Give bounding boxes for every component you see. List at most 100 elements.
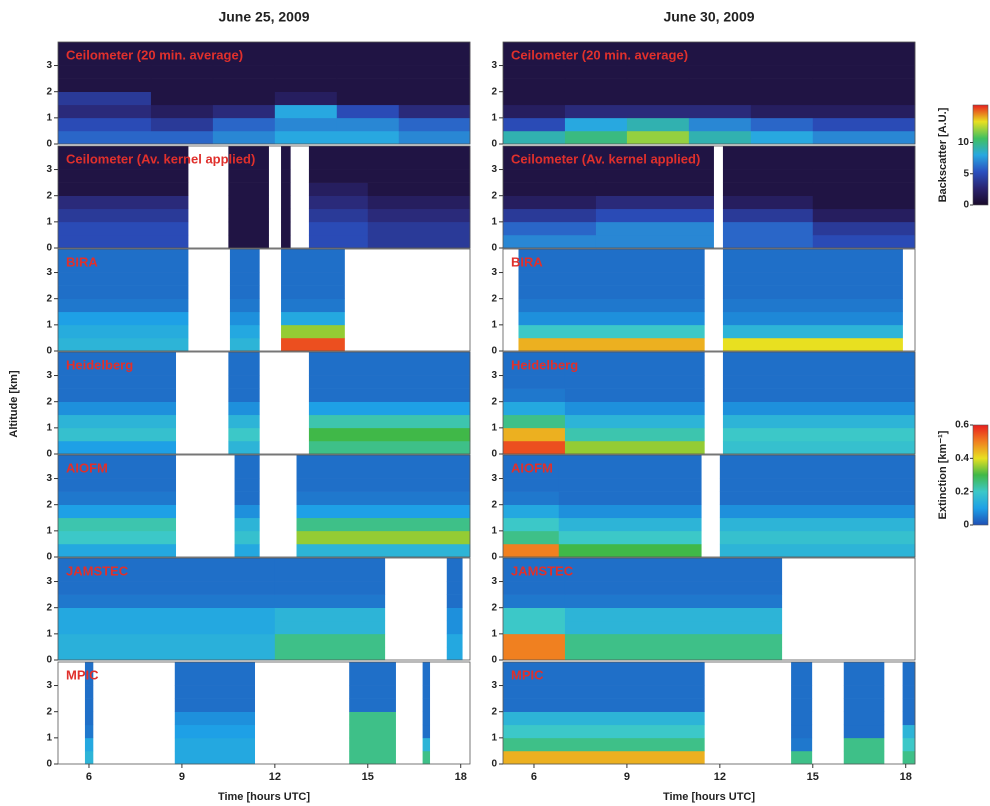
heatmap-cell — [595, 182, 714, 196]
heatmap-cell — [503, 91, 566, 106]
panel-label: Ceilometer (20 min. average) — [66, 47, 243, 62]
heatmap-cell — [558, 504, 702, 519]
heatmap-cell — [719, 455, 916, 479]
heatmap-cell — [58, 633, 276, 648]
y-tick-label: 0 — [46, 449, 52, 460]
y-tick-label: 3 — [491, 473, 497, 484]
heatmap-cell — [308, 169, 369, 183]
heatmap-cell — [503, 685, 705, 699]
heatmap-cell — [719, 504, 916, 519]
y-tick-label: 0 — [491, 346, 497, 357]
heatmap-cell — [229, 324, 260, 339]
heatmap-cell — [58, 427, 177, 442]
heatmap-cell — [228, 195, 269, 210]
panel-background — [58, 662, 470, 764]
heatmap-cell — [367, 234, 471, 249]
heatmap-cell — [422, 685, 431, 699]
heatmap-cell — [812, 65, 916, 79]
heatmap-cell — [281, 272, 345, 286]
heatmap-cell — [595, 221, 714, 236]
heatmap-cell — [750, 78, 814, 92]
heatmap-cell — [446, 646, 463, 661]
x-tick-label: 6 — [531, 771, 537, 783]
heatmap-cell — [58, 504, 177, 519]
heatmap-cell — [843, 737, 885, 752]
heatmap-cell — [688, 78, 752, 92]
heatmap-cell — [281, 298, 345, 313]
heatmap-cell — [688, 130, 752, 145]
heatmap-cell — [503, 620, 566, 635]
heatmap-cell — [174, 662, 256, 686]
heatmap-cell — [722, 401, 916, 416]
y-tick-label: 1 — [491, 319, 497, 330]
heatmap-cell — [791, 737, 813, 752]
y-tick-label: 3 — [491, 576, 497, 587]
x-tick-label: 18 — [455, 771, 467, 783]
heatmap-cell — [212, 104, 276, 119]
heatmap-cell — [367, 182, 471, 196]
panel-label: Heidelberg — [511, 357, 578, 372]
heatmap-cell — [503, 517, 560, 532]
x-tick-label: 9 — [624, 771, 630, 783]
heatmap-cell — [308, 195, 369, 210]
x-tick-label: 9 — [179, 771, 185, 783]
heatmap-cell — [503, 234, 597, 249]
heatmap-cell — [722, 298, 903, 313]
heatmap-cell — [349, 737, 396, 752]
heatmap-cell — [595, 234, 714, 249]
colorbar-tick-label: 0.4 — [955, 453, 969, 464]
heatmap-cell — [750, 130, 814, 145]
y-tick-label: 0 — [46, 243, 52, 254]
y-tick-label: 1 — [46, 525, 52, 536]
heatmap-cell — [843, 662, 885, 686]
heatmap-cell — [398, 104, 471, 119]
y-tick-label: 0 — [46, 759, 52, 770]
heatmap-cell — [308, 375, 471, 389]
heatmap-cell — [58, 543, 177, 558]
heatmap-cell — [503, 352, 566, 376]
heatmap-cell — [58, 620, 276, 635]
heatmap-cell — [228, 234, 269, 249]
x-tick-label: 12 — [714, 771, 726, 783]
heatmap-cell — [626, 104, 690, 119]
heatmap-cell — [174, 698, 256, 712]
y-tick-label: 1 — [46, 216, 52, 227]
heatmap-cell — [234, 504, 260, 519]
heatmap-cell — [791, 662, 813, 686]
y-tick-label: 1 — [491, 112, 497, 123]
heatmap-cell — [722, 324, 903, 339]
heatmap-cell — [812, 169, 916, 183]
heatmap-cell — [212, 130, 276, 145]
heatmap-cell — [58, 146, 189, 170]
y-tick-label: 0 — [491, 449, 497, 460]
colorbar-label: Extinction [km⁻¹] — [937, 430, 949, 519]
heatmap-cell — [626, 130, 690, 145]
heatmap-cell — [281, 337, 345, 352]
heatmap-cell — [308, 401, 471, 416]
heatmap-cell — [274, 607, 386, 622]
heatmap-cell — [212, 91, 276, 106]
heatmap-cell — [58, 208, 189, 223]
heatmap-cell — [564, 633, 783, 648]
heatmap-cell — [518, 272, 705, 286]
heatmap-cell — [228, 375, 260, 389]
heatmap-cell — [564, 594, 783, 608]
heatmap-cell — [812, 104, 916, 119]
heatmap-cell — [58, 324, 189, 339]
heatmap-cell — [274, 104, 338, 119]
heatmap-cell — [58, 195, 189, 210]
y-tick-label: 2 — [491, 499, 497, 510]
y-tick-label: 2 — [46, 706, 52, 717]
heatmap-cell — [564, 558, 783, 582]
heatmap-cell — [722, 182, 814, 196]
heatmap-cell — [719, 491, 916, 505]
heatmap-cell — [228, 401, 260, 416]
heatmap-cell — [503, 146, 597, 170]
heatmap-cell — [503, 478, 560, 492]
column-title: June 25, 2009 — [218, 9, 309, 25]
panel-label: Ceilometer (Av. kernel applied) — [511, 151, 700, 166]
heatmap-cell — [843, 750, 885, 765]
heatmap-cell — [274, 633, 386, 648]
heatmap-cell — [229, 272, 260, 286]
y-tick-label: 2 — [491, 602, 497, 613]
